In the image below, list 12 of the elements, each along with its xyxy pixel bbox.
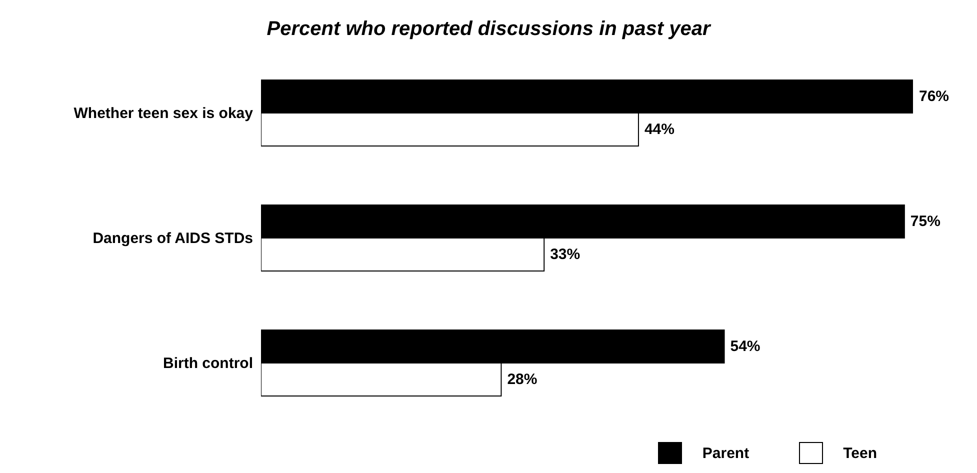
y-tick-label: Birth control <box>163 354 253 372</box>
legend-label: Teen <box>843 444 877 462</box>
data-label: 75% <box>910 213 940 230</box>
y-tick-label: Whether teen sex is okay <box>74 104 254 122</box>
data-label: 28% <box>507 371 538 388</box>
data-label: 33% <box>550 246 580 263</box>
data-label: 44% <box>644 121 675 138</box>
data-label: 54% <box>730 338 760 355</box>
chart-title: Percent who reported discussions in past year <box>266 18 712 41</box>
y-tick-label: Dangers of AIDS STDs <box>92 230 253 247</box>
legend-label: Parent <box>702 444 750 462</box>
data-label: 76% <box>919 88 950 105</box>
